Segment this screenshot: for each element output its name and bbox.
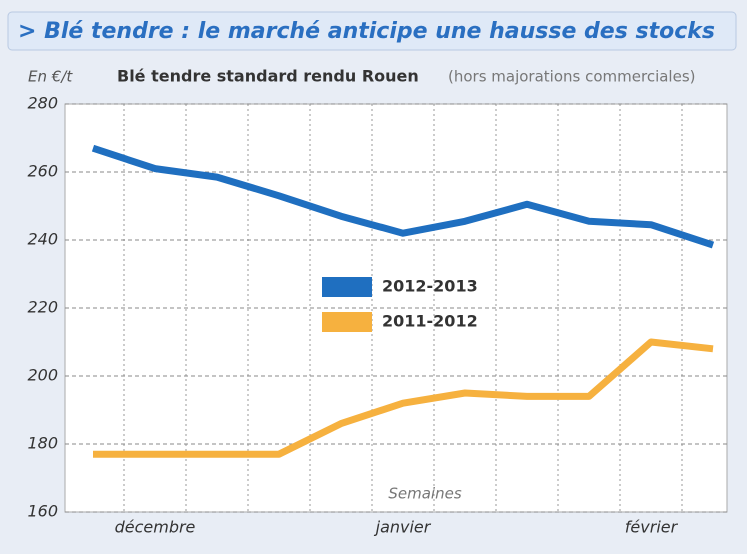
y-tick-label: 220 bbox=[27, 298, 58, 317]
title-bar bbox=[7, 11, 737, 51]
subtitle: Blé tendre standard rendu Rouen bbox=[117, 67, 419, 86]
y-tick-label: 280 bbox=[27, 94, 58, 113]
x-axis-label: Semaines bbox=[388, 485, 461, 503]
y-tick-label: 200 bbox=[27, 366, 58, 385]
subtitle-note: (hors majorations commerciales) bbox=[448, 68, 696, 86]
legend-swatch bbox=[322, 312, 372, 332]
y-tick-label: 240 bbox=[27, 230, 58, 249]
y-tick-label: 180 bbox=[27, 434, 58, 453]
y-tick-label: 260 bbox=[27, 162, 58, 181]
x-tick-label: décembre bbox=[115, 518, 196, 537]
y-axis-label: En €/t bbox=[28, 68, 73, 86]
legend-label: 2012-2013 bbox=[382, 277, 478, 296]
line-series bbox=[93, 338, 714, 458]
x-tick-label: janvier bbox=[374, 518, 432, 537]
x-tick-label: février bbox=[625, 518, 679, 537]
y-tick-label: 160 bbox=[27, 502, 58, 521]
line-series bbox=[91, 144, 715, 249]
legend-label: 2011-2012 bbox=[382, 312, 478, 331]
legend-swatch bbox=[322, 277, 372, 297]
chart-title: > Blé tendre : le marché anticipe une ha… bbox=[18, 19, 715, 44]
